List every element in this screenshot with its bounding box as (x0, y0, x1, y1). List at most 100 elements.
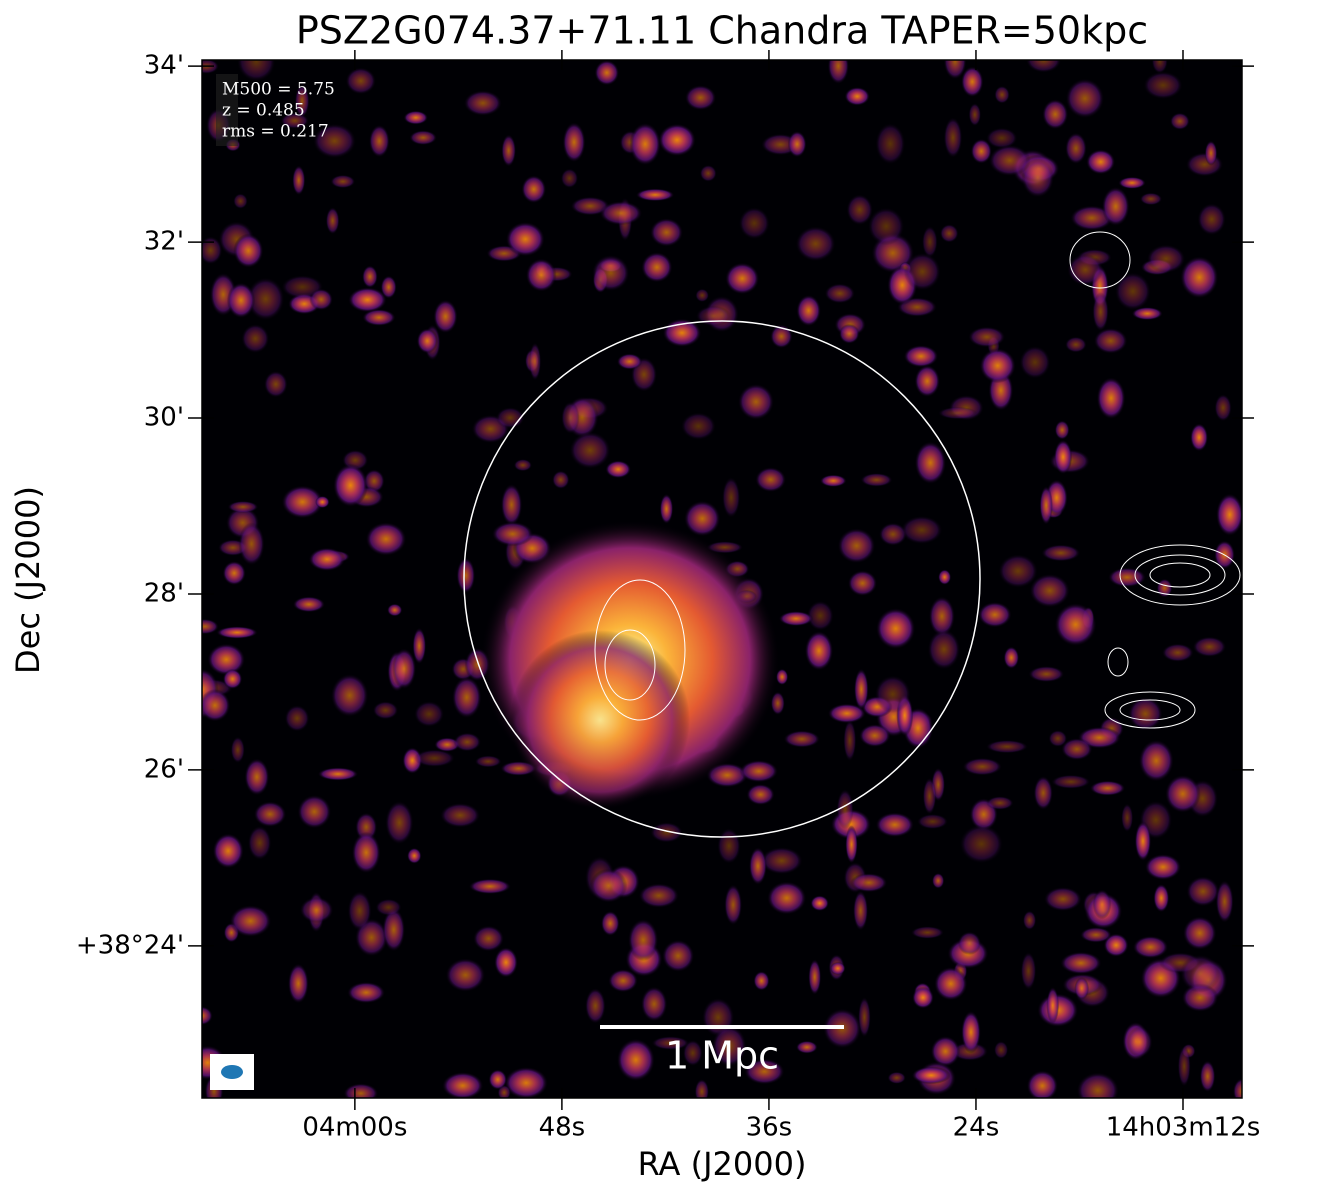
noise-blob (1169, 112, 1190, 130)
noise-blob (407, 847, 422, 864)
noise-blob (1041, 544, 1081, 562)
noise-blob (961, 1010, 981, 1054)
noise-blob (494, 947, 518, 978)
noise-blob (844, 86, 870, 106)
noise-blob (939, 224, 959, 243)
noise-blob (943, 117, 963, 159)
noise-blob (505, 221, 545, 257)
noise-blob (202, 60, 219, 74)
noise-blob (584, 987, 606, 1024)
noise-blob (1134, 821, 1152, 862)
noise-blob (1021, 158, 1055, 198)
noise-blob (292, 165, 306, 196)
annotation: rms = 0.217 (222, 122, 329, 142)
noise-blob (977, 601, 1012, 628)
image (202, 60, 1242, 1098)
noise-blob (241, 323, 270, 354)
noise-blob (1086, 149, 1116, 175)
noise-blob (309, 288, 333, 311)
noise-blob (330, 673, 369, 718)
noise-blob (970, 138, 992, 164)
noise-blob (202, 618, 219, 635)
noise-blob (525, 258, 557, 292)
noise-blob (1003, 646, 1020, 669)
noise-blob (284, 705, 310, 732)
noise-blob (1121, 803, 1134, 833)
noise-blob (1164, 774, 1201, 813)
chart-title: PSZ2G074.37+71.11 Chandra TAPER=50kpc (296, 9, 1148, 53)
noise-blob (500, 483, 523, 526)
y-tick-label: 34' (144, 51, 184, 81)
noise-blob (627, 918, 659, 962)
noise-blob (1144, 854, 1182, 880)
noise-blob (312, 123, 357, 159)
noise-blob (1060, 951, 1102, 975)
noise-blob (830, 961, 846, 976)
noise-blob (463, 90, 502, 116)
noise-blob (608, 969, 639, 993)
noise-blob (968, 326, 1006, 348)
noise-blob (1139, 192, 1163, 206)
noise-blob (351, 831, 381, 874)
noise-blob (1215, 493, 1242, 537)
noise-blob (795, 1040, 818, 1054)
noise-blob (760, 847, 803, 875)
noise-blob (1028, 666, 1065, 683)
noise-blob (875, 607, 916, 650)
noise-blob (959, 824, 1004, 864)
noise-blob (1065, 132, 1087, 165)
y-tick-label: 32' (144, 227, 184, 257)
noise-blob (930, 1035, 961, 1067)
noise-blob (416, 328, 438, 354)
noise-blob (1186, 876, 1220, 907)
noise-blob (347, 890, 372, 931)
noise-blob (1096, 377, 1126, 420)
noise-blob (569, 431, 611, 469)
r500-circle (463, 320, 981, 838)
noise-blob (382, 907, 406, 952)
noise-blob (445, 958, 486, 992)
noise-blob (787, 130, 807, 158)
noise-blob (513, 459, 532, 472)
noise-blob (796, 294, 821, 327)
noise-blob (1182, 916, 1217, 950)
noise-blob (928, 596, 956, 637)
noise-blob (680, 412, 716, 440)
noise-blob (927, 629, 961, 670)
noise-blob (315, 495, 330, 509)
noise-blob (433, 299, 458, 334)
noise-blob (767, 881, 807, 915)
noise-blob (1118, 176, 1146, 189)
noise-blob (682, 1039, 703, 1067)
noise-blob (1054, 602, 1097, 647)
noise-blob (317, 767, 359, 781)
noise-blob (783, 730, 821, 748)
noise-blob (641, 251, 673, 283)
noise-blob (1177, 1045, 1191, 1087)
noise-blob (878, 522, 907, 546)
noise-blob (827, 60, 850, 85)
noise-blob (1103, 933, 1129, 957)
noise-blob (1138, 739, 1174, 782)
noise-blob (853, 668, 869, 711)
noise-blob (236, 60, 276, 82)
noise-blob (287, 963, 309, 1004)
beam (221, 1065, 243, 1079)
noise-blob (827, 703, 866, 724)
noise-blob (753, 971, 770, 991)
noise-blob (409, 130, 438, 146)
noise-blob (847, 570, 878, 597)
noise-blob (222, 560, 246, 586)
noise-blob (202, 1006, 213, 1026)
noise-blob (238, 522, 265, 566)
noise-blob (292, 596, 326, 613)
noise-blob (810, 895, 829, 912)
noise-blob (263, 370, 288, 398)
noise-blob (1126, 1026, 1153, 1058)
noise-blob (985, 740, 1029, 754)
noise-blob (227, 500, 259, 513)
noise-blob (562, 122, 586, 163)
noise-blob (914, 441, 947, 485)
noise-blob (1128, 697, 1163, 731)
noise-blob (850, 873, 888, 893)
